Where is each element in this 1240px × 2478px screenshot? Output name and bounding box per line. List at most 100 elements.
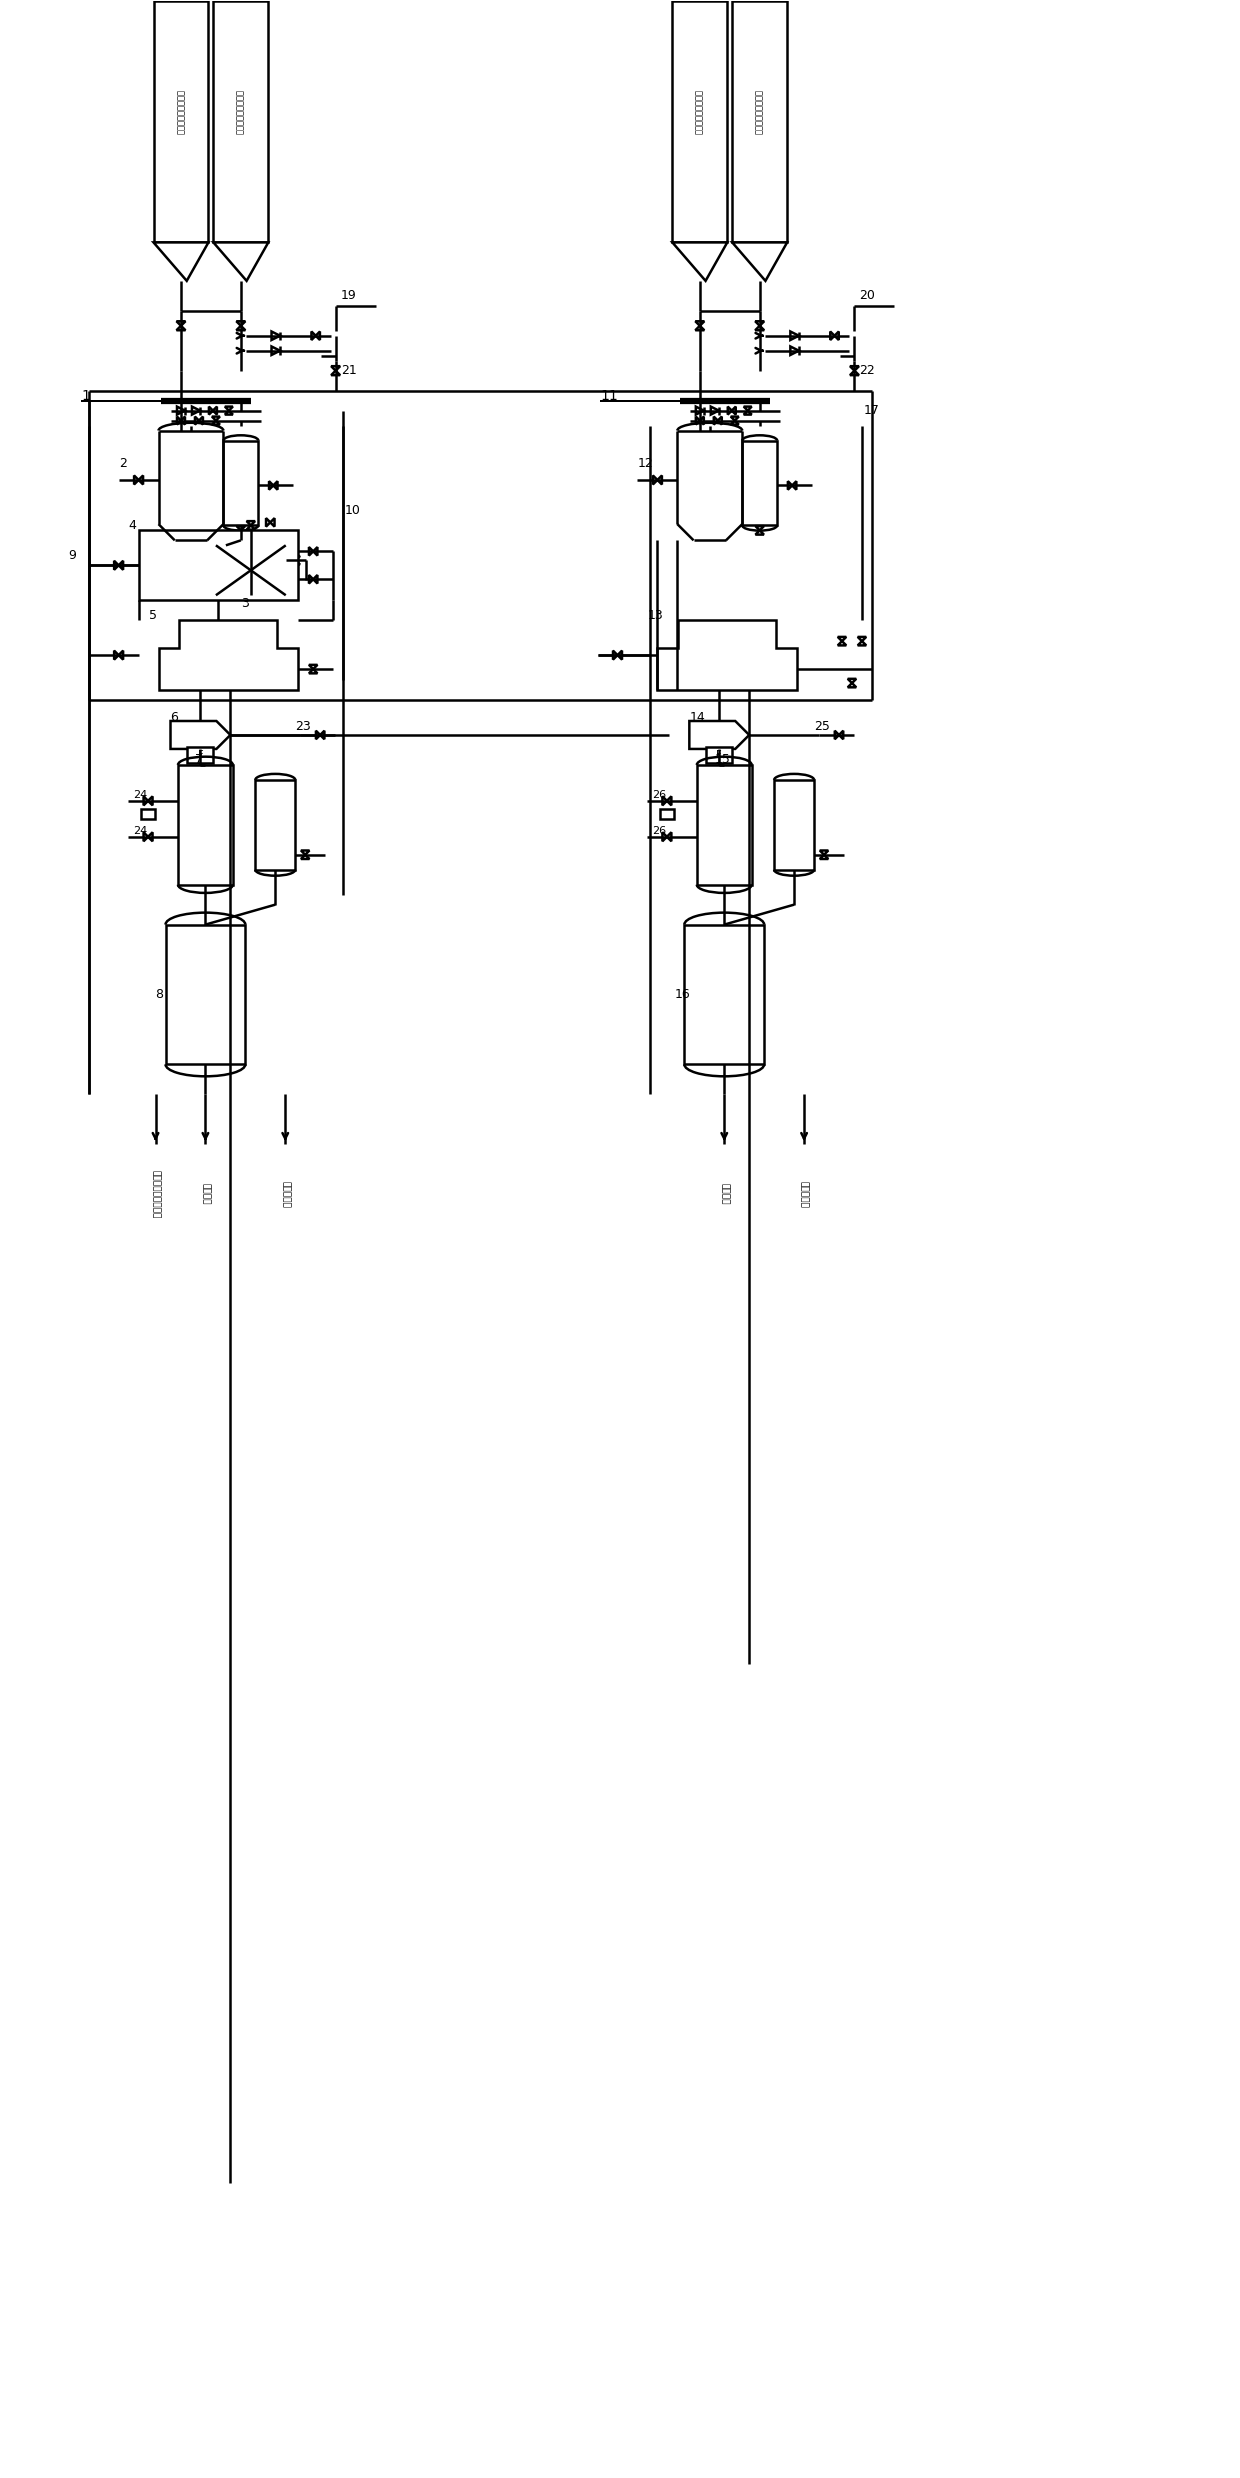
Polygon shape: [744, 406, 751, 411]
Text: 16: 16: [675, 989, 691, 1001]
Polygon shape: [176, 325, 186, 330]
Polygon shape: [311, 332, 316, 339]
Bar: [743, 441, 777, 525]
Polygon shape: [849, 372, 859, 374]
Bar: [733, 2, 787, 243]
Polygon shape: [848, 684, 856, 686]
Text: 10: 10: [345, 503, 361, 518]
Polygon shape: [114, 560, 119, 570]
Polygon shape: [316, 731, 320, 738]
Text: 2: 2: [119, 456, 126, 471]
Polygon shape: [195, 416, 198, 424]
Polygon shape: [213, 243, 268, 280]
Polygon shape: [309, 664, 317, 669]
Polygon shape: [159, 620, 299, 689]
Polygon shape: [755, 322, 764, 325]
Polygon shape: [613, 652, 618, 659]
Polygon shape: [291, 560, 300, 565]
Polygon shape: [820, 855, 828, 860]
Text: 5: 5: [149, 610, 156, 622]
Polygon shape: [835, 731, 839, 738]
Polygon shape: [144, 795, 148, 805]
Polygon shape: [792, 481, 796, 491]
Text: F: F: [717, 751, 722, 761]
Polygon shape: [696, 406, 704, 414]
Polygon shape: [309, 548, 314, 555]
Polygon shape: [858, 637, 867, 642]
Polygon shape: [733, 243, 787, 280]
Text: 3: 3: [241, 597, 249, 610]
Polygon shape: [119, 560, 123, 570]
Text: 下古生界含硒天然气: 下古生界含硒天然气: [176, 89, 186, 134]
Polygon shape: [787, 481, 792, 491]
Polygon shape: [657, 476, 662, 486]
Polygon shape: [198, 416, 203, 424]
Bar: [255, 781, 295, 870]
Polygon shape: [667, 833, 671, 840]
Polygon shape: [831, 332, 835, 339]
Polygon shape: [237, 322, 246, 325]
Text: 至放空火炬: 至放空火炬: [280, 1180, 290, 1207]
Text: 11: 11: [600, 389, 618, 401]
Polygon shape: [212, 421, 219, 424]
Polygon shape: [176, 322, 186, 325]
Polygon shape: [224, 411, 233, 414]
Text: 19: 19: [341, 290, 356, 302]
Text: F: F: [197, 751, 203, 761]
Text: 9: 9: [68, 548, 77, 563]
Polygon shape: [718, 416, 722, 424]
Bar: [684, 924, 764, 1066]
Polygon shape: [269, 481, 273, 491]
Polygon shape: [699, 416, 704, 424]
Text: 8: 8: [155, 989, 164, 1001]
Text: 20: 20: [859, 290, 875, 302]
Text: 1: 1: [81, 389, 91, 401]
Text: 至放空火炬: 至放空火炬: [800, 1180, 808, 1207]
Polygon shape: [114, 652, 119, 659]
Polygon shape: [331, 372, 340, 374]
Bar: [697, 766, 751, 885]
Polygon shape: [267, 518, 270, 528]
Polygon shape: [696, 325, 704, 330]
Polygon shape: [273, 481, 278, 491]
Polygon shape: [154, 243, 208, 280]
Polygon shape: [849, 367, 859, 372]
Polygon shape: [657, 620, 797, 689]
Bar: [223, 441, 258, 525]
Polygon shape: [208, 406, 213, 414]
Polygon shape: [272, 332, 280, 339]
Polygon shape: [314, 548, 317, 555]
Polygon shape: [309, 669, 317, 674]
Polygon shape: [711, 406, 719, 414]
Polygon shape: [171, 721, 231, 748]
Bar: [139, 530, 299, 600]
Polygon shape: [139, 476, 143, 486]
Text: 露点控刻: 露点控刻: [719, 1184, 729, 1204]
Polygon shape: [728, 406, 732, 414]
Polygon shape: [696, 416, 699, 424]
Polygon shape: [820, 850, 828, 855]
Text: 6: 6: [171, 711, 179, 724]
Text: 下古生界含硒天然气: 下古生界含硒天然气: [237, 89, 246, 134]
Polygon shape: [689, 721, 749, 748]
Bar: [660, 808, 673, 818]
Polygon shape: [696, 322, 704, 325]
Polygon shape: [653, 476, 657, 486]
Text: 26: 26: [652, 790, 666, 800]
Text: 7: 7: [196, 753, 203, 766]
Polygon shape: [790, 347, 799, 354]
Bar: [672, 2, 727, 243]
Text: 23: 23: [295, 721, 311, 733]
Polygon shape: [119, 652, 123, 659]
Polygon shape: [177, 406, 185, 414]
Polygon shape: [320, 731, 325, 738]
Polygon shape: [272, 347, 280, 354]
Text: 上古生界含硒天然气: 上古生界含硒天然气: [696, 89, 704, 134]
Bar: [141, 808, 155, 818]
Polygon shape: [755, 530, 764, 535]
Text: 上古生界含硒天然气: 上古生界含硒天然气: [755, 89, 764, 134]
Text: 24: 24: [133, 825, 148, 835]
Bar: [213, 2, 268, 243]
Text: 14: 14: [689, 711, 706, 724]
Bar: [165, 924, 246, 1066]
